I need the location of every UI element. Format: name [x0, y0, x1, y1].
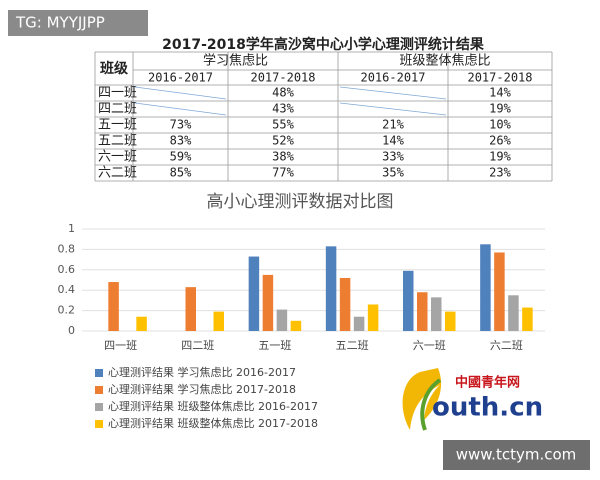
table-cell: 19% — [489, 150, 511, 164]
table-cell: 14% — [382, 134, 404, 148]
bar — [262, 274, 274, 331]
table-cell: 33% — [382, 150, 404, 164]
table-title: 2017-2018学年高沙窝中心小学心理测评统计结果 — [162, 36, 485, 53]
legend-label: 心理测评结果 学习焦虑比 2016-2017 — [108, 365, 296, 379]
table-group-header: 学习焦虑比 — [203, 53, 268, 69]
table-cell: 85% — [170, 166, 192, 180]
legend-swatch — [95, 420, 103, 428]
row-label: 五二班 — [98, 134, 137, 149]
bar — [325, 246, 337, 331]
y-tick-label: 0.2 — [58, 304, 76, 317]
empty-cell-diagonal — [134, 86, 227, 100]
legend-label: 心理测评结果 班级整体焦虑比 2017-2018 — [108, 416, 318, 430]
y-tick-label: 0.4 — [58, 283, 76, 296]
table-cell: 83% — [170, 134, 192, 148]
table-cell: 59% — [170, 150, 192, 164]
bar — [290, 320, 302, 331]
legend-label: 心理测评结果 学习焦虑比 2017-2018 — [108, 382, 296, 396]
table-cell: 43% — [272, 102, 294, 116]
table-group-header: 班级整体焦虑比 — [399, 54, 490, 69]
bar — [185, 287, 196, 331]
table-cell: 10% — [489, 118, 511, 132]
x-tick-label: 四二班 — [181, 339, 214, 352]
bar — [213, 311, 224, 331]
table-year-header: 2016-2017 — [360, 71, 425, 85]
watermark: TG: MYYJJPP — [15, 14, 105, 32]
x-tick-label: 六二班 — [490, 339, 523, 352]
bar — [494, 252, 505, 331]
y-tick-label: 0.6 — [58, 263, 76, 276]
table-cell: 23% — [489, 166, 511, 180]
bar — [276, 309, 288, 331]
row-label: 四一班 — [98, 86, 137, 101]
bar — [339, 277, 351, 331]
table-year-header: 2017-2018 — [467, 71, 532, 85]
footer-box — [443, 440, 590, 470]
logo-name: 中國青年网 — [455, 375, 520, 391]
table-cell: 77% — [272, 166, 294, 180]
empty-cell-diagonal — [339, 102, 447, 116]
watermark-box — [8, 10, 148, 36]
y-tick-label: 1 — [68, 222, 75, 235]
bar — [508, 295, 519, 331]
row-label: 四二班 — [98, 102, 137, 117]
empty-cell-diagonal — [134, 102, 227, 116]
legend-swatch — [95, 403, 103, 411]
x-tick-label: 四一班 — [104, 339, 137, 352]
legend-label: 心理测评结果 班级整体焦虑比 2016-2017 — [108, 399, 318, 413]
footer: www.tctym.com — [456, 446, 577, 464]
logo: 中國青年网 outh.cn — [402, 368, 543, 431]
row-label: 六一班 — [98, 150, 137, 165]
legend-swatch — [95, 369, 103, 377]
table-year-header: 2017-2018 — [250, 71, 315, 85]
logo-domain: outh.cn — [432, 393, 543, 423]
row-label: 六二班 — [98, 166, 137, 181]
bar — [403, 270, 414, 331]
empty-cell-diagonal — [339, 86, 447, 100]
table-header: 班级 — [100, 60, 129, 77]
bar — [108, 282, 119, 331]
chart-title: 高小心理测评数据对比图 — [207, 192, 394, 212]
bar — [367, 304, 379, 331]
bar — [248, 256, 260, 331]
x-tick-label: 五一班 — [258, 339, 291, 352]
bar — [445, 311, 456, 331]
bar — [353, 316, 365, 331]
table-cell: 73% — [170, 118, 192, 132]
table-cell: 48% — [272, 86, 294, 100]
table-cell: 35% — [382, 166, 404, 180]
logo-leaf — [402, 368, 442, 430]
table-year-header: 2016-2017 — [148, 71, 213, 85]
table-cell: 55% — [272, 118, 294, 132]
table-cell: 38% — [272, 150, 294, 164]
table-cell: 19% — [489, 102, 511, 116]
bar — [136, 316, 147, 331]
legend-swatch — [95, 386, 103, 394]
y-tick-label: 0 — [68, 324, 75, 337]
row-label: 五一班 — [98, 118, 137, 133]
bar — [480, 244, 491, 331]
x-tick-label: 六一班 — [413, 339, 446, 352]
bar — [431, 297, 442, 331]
table-cell: 26% — [489, 134, 511, 148]
y-tick-label: 0.8 — [58, 242, 76, 255]
table-cell: 14% — [489, 86, 511, 100]
table-cell: 21% — [382, 118, 404, 132]
bar — [417, 292, 428, 331]
table-cell: 52% — [272, 134, 294, 148]
x-tick-label: 五二班 — [336, 339, 369, 352]
logo-stem — [420, 378, 442, 431]
bar — [522, 307, 533, 331]
